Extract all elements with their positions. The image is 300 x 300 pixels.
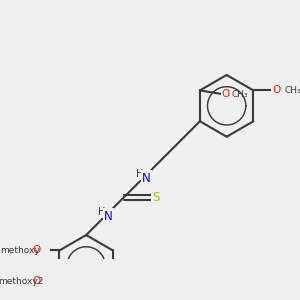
Text: CH₃: CH₃ <box>231 90 248 99</box>
Text: N: N <box>142 172 151 185</box>
Text: O: O <box>272 85 280 95</box>
Text: H: H <box>136 169 143 179</box>
Text: O: O <box>32 245 41 256</box>
Text: methoxy: methoxy <box>1 246 40 255</box>
Text: N: N <box>104 210 113 223</box>
Text: H: H <box>98 207 106 217</box>
Text: S: S <box>152 190 159 204</box>
Text: methoxy2: methoxy2 <box>0 277 43 286</box>
Text: O: O <box>32 276 41 286</box>
Text: O: O <box>222 89 230 100</box>
Text: CH₃: CH₃ <box>284 86 300 95</box>
